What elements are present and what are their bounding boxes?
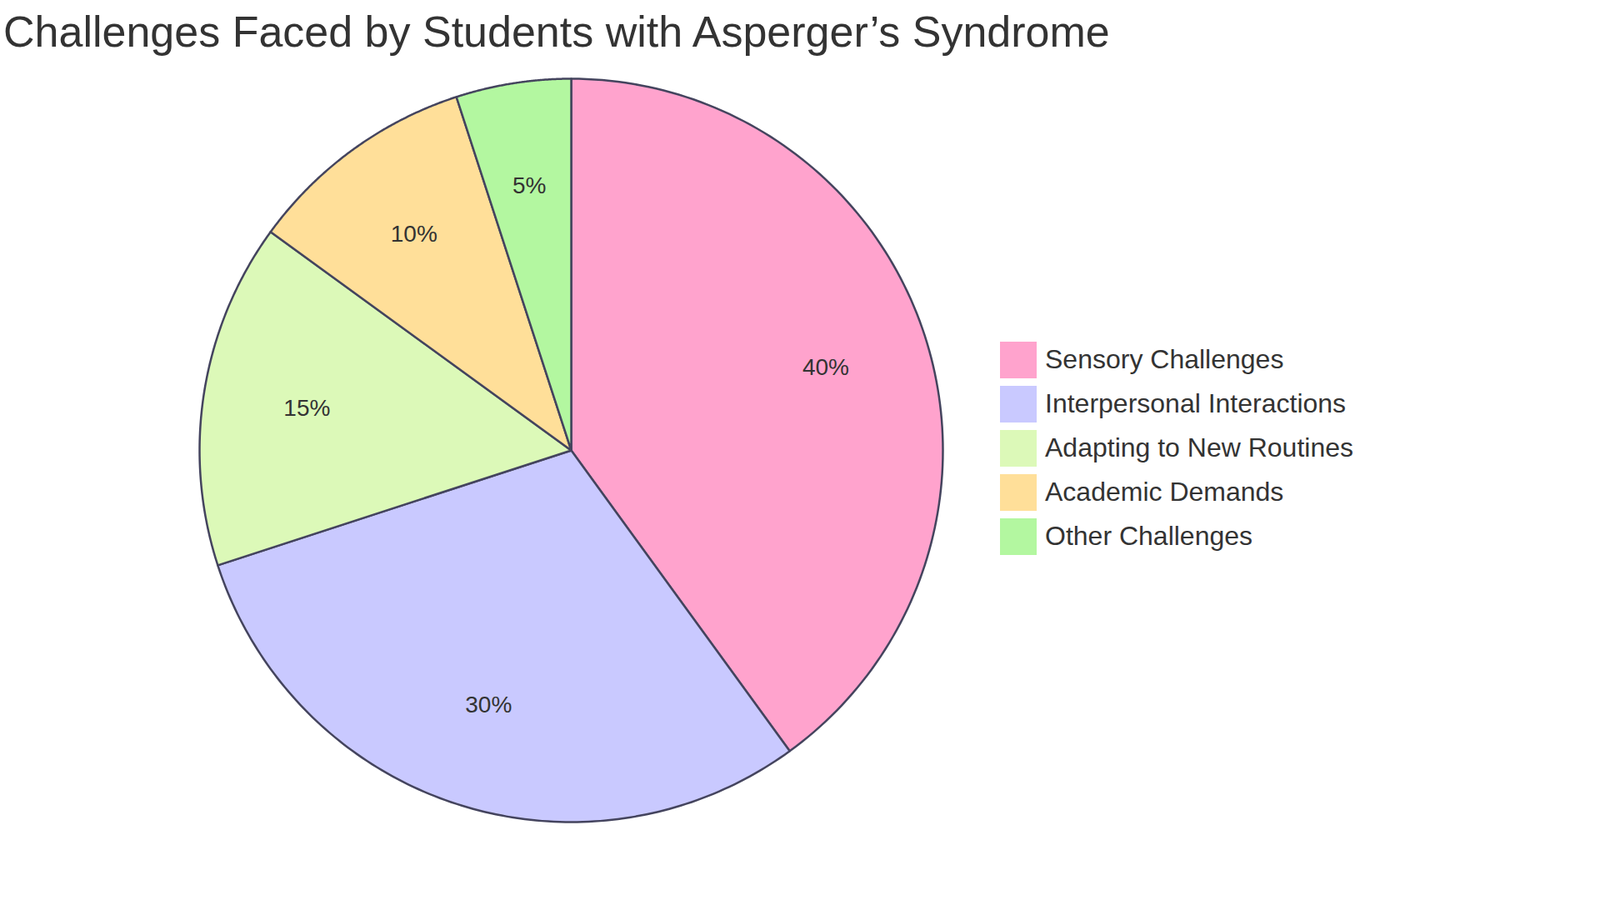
html-text:Other Challenges: Other Challenges bbox=[1045, 520, 1253, 551]
svg-text:10%: 10% bbox=[390, 220, 438, 247]
html-text:Challenges Faced by Students w: Challenges Faced by Students with Asperg… bbox=[3, 7, 1110, 56]
html-text:Academic Demands: Academic Demands bbox=[1045, 476, 1284, 507]
svg-text:30%: 30% bbox=[465, 691, 512, 718]
html-text:Interpersonal Interactions: Interpersonal Interactions bbox=[1045, 388, 1346, 419]
svg-text:15%: 15% bbox=[283, 395, 330, 421]
svg-text:5%: 5% bbox=[512, 172, 546, 199]
svg-text:40%: 40% bbox=[802, 354, 850, 380]
html-text:Adapting to New Routines: Adapting to New Routines bbox=[1045, 432, 1354, 463]
html-text:Sensory Challenges: Sensory Challenges bbox=[1045, 344, 1284, 375]
